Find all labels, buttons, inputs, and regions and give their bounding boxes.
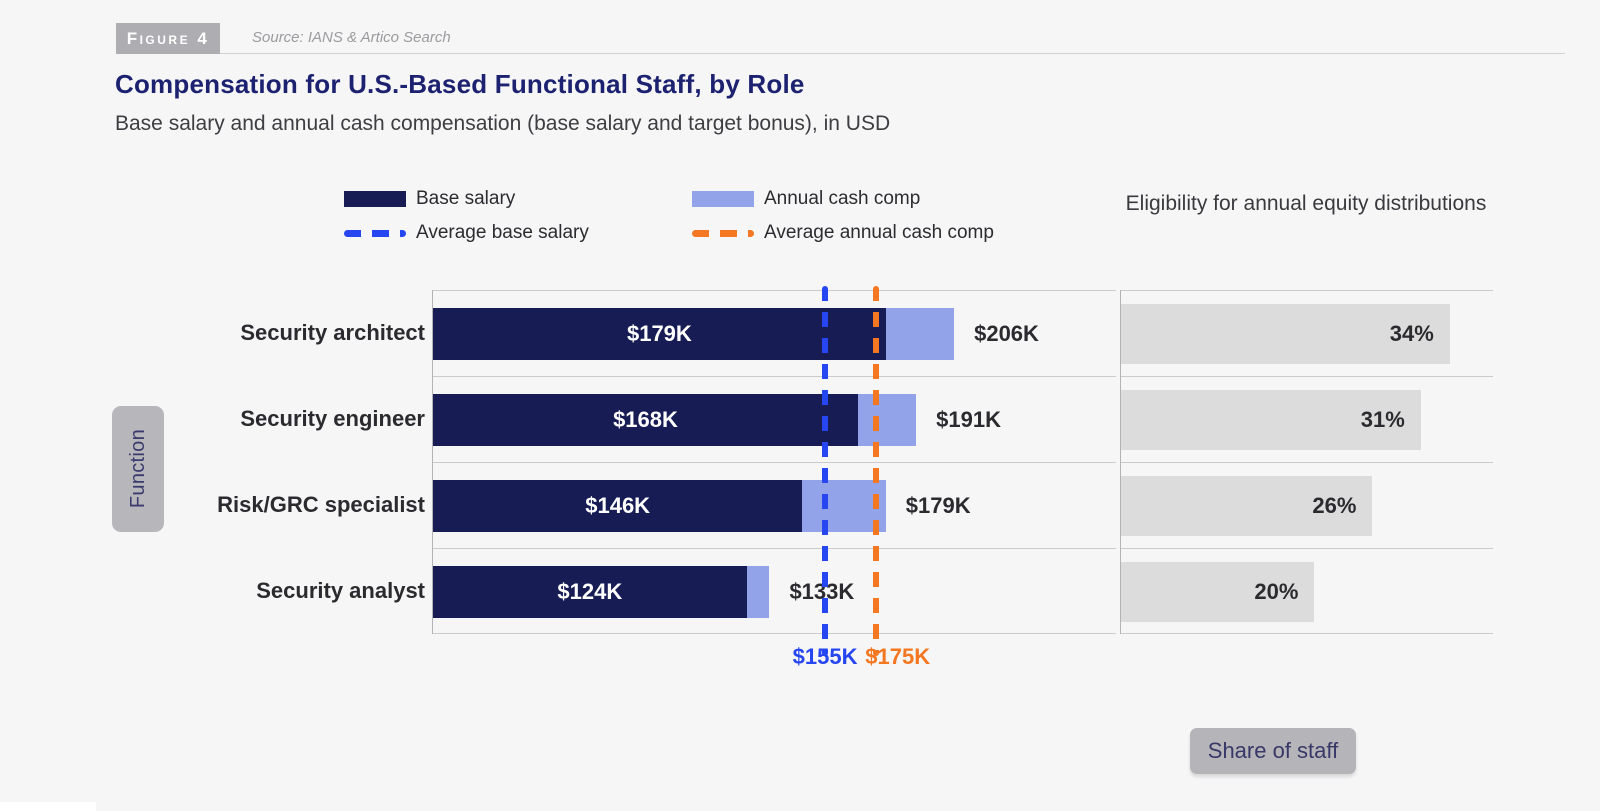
base-salary-bar: $179K — [433, 308, 886, 360]
base-salary-value: $146K — [585, 493, 651, 518]
comp-row-security-engineer: $168K $191K — [433, 376, 1116, 463]
annual-cash-comp-swatch — [692, 191, 754, 207]
function-axis-tag: Function — [112, 406, 164, 532]
equity-bar: 20% — [1121, 562, 1315, 622]
equity-value: 20% — [1254, 579, 1299, 604]
comp-row-security-architect: $179K $206K — [433, 290, 1116, 377]
base-salary-swatch — [344, 191, 406, 207]
page-corner — [0, 802, 96, 811]
role-label: Risk/GRC specialist — [217, 492, 425, 517]
function-axis-label: Function — [126, 429, 149, 509]
share-of-staff-axis-tag: Share of staff — [1190, 728, 1356, 774]
equity-panel-heading: Eligibility for annual equity distributi… — [1125, 192, 1487, 215]
legend-item-average-annual-cash-comp: Average annual cash comp — [692, 222, 994, 244]
equity-row-risk-grc-specialist: 26% — [1121, 462, 1493, 549]
figure-source: Source: IANS & Artico Search — [252, 29, 451, 46]
role-label: Security engineer — [240, 406, 425, 431]
equity-row-security-analyst: 20% — [1121, 548, 1493, 635]
comp-row-risk-grc-specialist: $146K $179K — [433, 462, 1116, 549]
role-label: Security analyst — [256, 578, 425, 603]
average-base-salary-dash-icon — [344, 229, 406, 237]
comp-row-security-analyst: $124K $133K — [433, 548, 1116, 635]
legend-label: Annual cash comp — [764, 188, 921, 209]
equity-value: 26% — [1312, 493, 1357, 518]
annual-cash-comp-bar — [802, 480, 886, 532]
base-salary-value: $124K — [557, 579, 623, 604]
average-base-salary-line — [822, 286, 829, 656]
role-label: Security architect — [240, 320, 425, 345]
figure-number-label: Figure 4 — [126, 28, 210, 48]
equity-bar: 31% — [1121, 390, 1421, 450]
annual-cash-comp-bar — [746, 566, 770, 618]
equity-value: 34% — [1389, 321, 1434, 346]
legend-label: Average annual cash comp — [764, 222, 994, 243]
legend-label: Base salary — [416, 188, 516, 209]
legend-item-average-base-salary: Average base salary — [344, 222, 589, 244]
chart-subtitle: Base salary and annual cash compensation… — [115, 112, 891, 135]
legend-item-annual-cash-comp: Annual cash comp — [692, 188, 920, 210]
base-salary-bar: $124K — [433, 566, 747, 618]
compensation-plot: $179K $206K $168K $191K $146K $179K $124… — [432, 286, 1116, 669]
header-divider — [220, 53, 1565, 54]
figure-number-tag: Figure 4 — [116, 23, 220, 54]
average-annual-cash-comp-line — [872, 286, 879, 656]
chart-title: Compensation for U.S.-Based Functional S… — [115, 69, 805, 99]
equity-value: 31% — [1360, 407, 1405, 432]
annual-cash-comp-value: $133K — [789, 579, 854, 605]
legend-label: Average base salary — [416, 222, 589, 243]
base-salary-value: $179K — [626, 321, 692, 346]
base-salary-value: $168K — [613, 407, 678, 432]
equity-bottom-gridline — [1121, 633, 1493, 634]
plot-bottom-gridline — [433, 633, 1116, 634]
annual-cash-comp-value: $191K — [936, 407, 1001, 432]
equity-row-security-engineer: 31% — [1121, 376, 1493, 463]
average-annual-cash-comp-dash-icon — [692, 229, 754, 237]
equity-panel: 34% 31% 26% 20% — [1120, 290, 1493, 634]
legend-item-base-salary: Base salary — [344, 188, 515, 210]
annual-cash-comp-bar — [857, 394, 917, 446]
base-salary-bar: $168K — [433, 394, 858, 446]
annual-cash-comp-bar — [885, 308, 955, 360]
base-salary-bar: $146K — [433, 480, 803, 532]
annual-cash-comp-value: $206K — [974, 321, 1039, 346]
equity-bar: 26% — [1121, 476, 1373, 536]
equity-row-security-architect: 34% — [1121, 290, 1493, 377]
equity-bar: 34% — [1121, 304, 1450, 364]
annual-cash-comp-value: $179K — [905, 493, 971, 518]
